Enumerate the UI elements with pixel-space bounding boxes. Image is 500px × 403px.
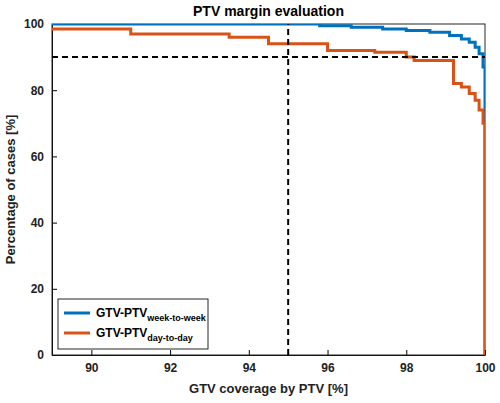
chart-title: PTV margin evaluation	[193, 3, 344, 19]
legend-entry: GTV-PTVday-to-day	[64, 326, 193, 343]
y-tick-label: 60	[31, 150, 45, 164]
x-tick-mark	[406, 350, 407, 355]
x-tick-mark	[91, 350, 92, 355]
legend-subscript: week-to-week	[146, 313, 207, 323]
plot-area: 9092949698100020406080100GTV-PTVweek-to-…	[24, 17, 496, 374]
x-tick: 100	[475, 350, 495, 375]
y-tick-mark	[52, 156, 57, 157]
plot-background	[52, 24, 485, 355]
reference-group	[52, 24, 485, 355]
y-tick: 40	[31, 216, 57, 230]
x-axis: 90 92 94 96 98 100	[53, 350, 496, 375]
legend: GTV-PTVweek-to-weekGTV-PTVday-to-day	[58, 299, 208, 349]
legend-name: GTV-PTV	[96, 306, 147, 320]
reference-hline	[52, 56, 485, 58]
series-group	[52, 24, 485, 355]
x-tick-mark	[249, 350, 250, 355]
y-tick-mark	[52, 90, 57, 91]
x-tick-label: 96	[321, 361, 335, 375]
legend-subscript: day-to-day	[147, 333, 193, 343]
legend-box	[58, 299, 208, 349]
y-tick: 60	[31, 150, 57, 164]
chart: 9092949698100020406080100GTV-PTVweek-to-…	[0, 0, 500, 403]
y-tick-label: 0	[37, 348, 44, 362]
y-tick-mark	[52, 223, 57, 224]
x-tick-label: 98	[400, 361, 414, 375]
x-tick-label: 90	[85, 361, 99, 375]
legend-swatch	[64, 312, 90, 315]
y-tick-label: 100	[24, 17, 44, 31]
series-line	[52, 29, 485, 355]
y-tick: 20	[31, 282, 57, 296]
reference-vline	[287, 24, 289, 355]
legend-swatch	[64, 332, 90, 335]
x-tick: 94	[243, 350, 257, 375]
x-tick: 90	[85, 350, 99, 375]
y-tick: 80	[31, 84, 57, 98]
y-tick-label: 20	[31, 282, 45, 296]
legend-name: GTV-PTV	[96, 326, 147, 340]
y-tick-label: 40	[31, 216, 45, 230]
y-axis-title: Percentage of cases [%]	[3, 115, 18, 265]
x-tick-label: 100	[475, 361, 495, 375]
legend-label: GTV-PTVweek-to-week	[96, 306, 207, 323]
x-tick-label: 94	[243, 361, 257, 375]
x-tick-mark	[328, 350, 329, 355]
y-tick-mark	[52, 289, 57, 290]
series-line	[52, 24, 485, 355]
x-tick-mark	[170, 350, 171, 355]
y-tick-label: 80	[31, 84, 45, 98]
x-tick: 96	[321, 350, 335, 375]
legend-entry: GTV-PTVweek-to-week	[64, 306, 207, 323]
legend-label: GTV-PTVday-to-day	[96, 326, 193, 343]
x-tick: 92	[164, 350, 178, 375]
plot-frame	[52, 24, 485, 355]
x-tick: 98	[400, 350, 414, 375]
x-axis-title: GTV coverage by PTV [%]	[189, 381, 348, 396]
x-tick-label: 92	[164, 361, 178, 375]
